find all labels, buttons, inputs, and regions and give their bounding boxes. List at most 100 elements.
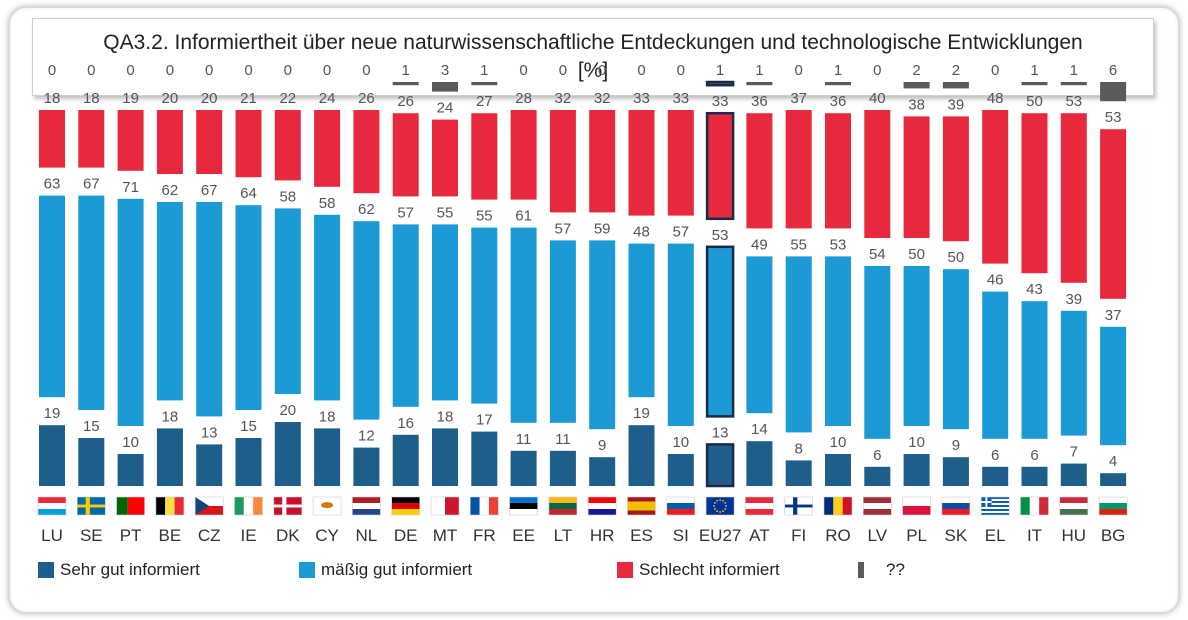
value-label-se-maessig-gut: 67 (83, 176, 100, 193)
bar-sk-sehr-gut (942, 457, 969, 486)
bar-it-maessig-gut (1021, 301, 1048, 439)
value-label-cy-maessig-gut: 58 (319, 195, 336, 212)
bar-mt-sehr-gut (432, 428, 458, 486)
value-label-at-schlecht: 36 (751, 93, 768, 110)
bar-fr-maessig-gut (471, 227, 498, 404)
category-label-it: IT (1027, 526, 1042, 545)
bar-sk-schlecht (942, 116, 969, 242)
flag-hr-icon (587, 496, 617, 516)
value-label-de-schlecht: 26 (397, 93, 414, 110)
bar-pt-schlecht (117, 110, 144, 171)
category-label-fr: FR (473, 526, 496, 545)
legend-label-sehr-gut: Sehr gut informiert (60, 560, 200, 579)
legend-label-maessig-gut: mäßig gut informiert (321, 560, 473, 579)
bar-el-schlecht (982, 110, 1009, 264)
bar-at-sehr-gut (746, 441, 773, 486)
bar-fi-schlecht (785, 110, 812, 229)
value-label-pl-unknown: 2 (912, 62, 920, 79)
category-label-dk: DK (276, 526, 300, 545)
value-label-se-schlecht: 18 (83, 90, 100, 107)
value-label-bg-sehr-gut: 4 (1109, 453, 1117, 470)
value-label-ie-sehr-gut: 15 (240, 418, 257, 435)
value-label-it-maessig-gut: 43 (1026, 281, 1043, 298)
flag-lt-icon (548, 496, 578, 516)
value-label-el-schlecht: 48 (987, 90, 1004, 107)
flag-dk-icon (273, 496, 303, 516)
flag-sk-icon (941, 496, 971, 516)
bar-hu-sehr-gut (1060, 463, 1087, 486)
value-label-ee-unknown: 0 (519, 62, 527, 79)
bar-hu-maessig-gut (1060, 310, 1087, 436)
bar-ee-schlecht (510, 110, 537, 200)
category-label-mt: MT (433, 526, 458, 545)
bar-lu-maessig-gut (39, 195, 65, 398)
category-label-pt: PT (120, 526, 142, 545)
bar-cy-maessig-gut (314, 214, 341, 401)
chart-title-line1: QA3.2. Informiertheit über neue naturwis… (103, 31, 1083, 54)
bar-es-maessig-gut (628, 243, 655, 398)
value-label-ee-schlecht: 28 (515, 90, 532, 107)
value-label-nl-maessig-gut: 62 (358, 201, 375, 218)
value-label-ee-sehr-gut: 11 (516, 431, 532, 448)
value-label-de-unknown: 1 (402, 62, 410, 79)
legend-swatch-sehr-gut (38, 562, 54, 578)
value-label-lu-sehr-gut: 19 (44, 405, 61, 422)
value-label-hu-unknown: 1 (1070, 62, 1078, 79)
value-label-nl-sehr-gut: 12 (358, 428, 375, 445)
flag-nl-icon (352, 496, 381, 516)
value-label-se-sehr-gut: 15 (83, 418, 100, 435)
value-label-bg-maessig-gut: 37 (1105, 307, 1122, 324)
value-label-dk-maessig-gut: 58 (279, 188, 296, 205)
bar-se-schlecht (78, 110, 105, 168)
legend-label-unknown: ?? (886, 560, 905, 579)
value-label-eu27-schlecht: 33 (712, 93, 729, 110)
bar-se-maessig-gut (78, 195, 105, 410)
value-label-pt-sehr-gut: 10 (122, 434, 139, 451)
flag-cy-icon (312, 496, 342, 516)
flag-ie-icon (234, 496, 263, 516)
bar-dk-sehr-gut (274, 422, 301, 486)
value-label-hr-unknown: 0 (598, 62, 606, 79)
bar-de-unknown (392, 82, 419, 86)
flag-lu-icon (37, 496, 67, 516)
bar-eu27-unknown (705, 80, 735, 87)
value-label-el-maessig-gut: 46 (987, 272, 1004, 289)
bar-fr-schlecht (471, 113, 498, 200)
bar-dk-schlecht (274, 110, 301, 181)
value-label-mt-unknown: 3 (441, 62, 449, 79)
value-label-pl-sehr-gut: 10 (908, 434, 925, 451)
value-label-at-unknown: 1 (755, 62, 763, 79)
category-label-de: DE (394, 526, 418, 545)
bar-cz-sehr-gut (196, 444, 223, 486)
bar-cz-maessig-gut (196, 202, 223, 417)
value-label-be-maessig-gut: 62 (162, 182, 179, 199)
bar-at-schlecht (746, 113, 773, 229)
flag-lv-icon (862, 496, 892, 516)
flag-se-icon (77, 496, 106, 516)
value-label-dk-sehr-gut: 20 (279, 402, 296, 419)
category-label-be: BE (159, 526, 182, 545)
flag-bg-icon (1098, 496, 1128, 516)
bar-it-sehr-gut (1021, 466, 1048, 486)
value-label-si-schlecht: 33 (672, 90, 689, 107)
value-label-es-unknown: 0 (637, 62, 645, 79)
value-label-cz-maessig-gut: 67 (201, 182, 218, 199)
value-label-es-maessig-gut: 48 (633, 224, 650, 241)
bar-si-maessig-gut (667, 243, 694, 426)
value-label-nl-unknown: 0 (362, 62, 370, 79)
value-label-bg-schlecht: 53 (1105, 109, 1122, 126)
value-label-lt-maessig-gut: 57 (555, 220, 572, 237)
bar-hr-maessig-gut (589, 240, 616, 430)
bar-at-unknown (746, 82, 773, 86)
value-label-sk-maessig-gut: 50 (948, 249, 965, 266)
value-label-el-sehr-gut: 6 (991, 447, 999, 464)
category-label-se: SE (80, 526, 103, 545)
value-label-mt-maessig-gut: 55 (437, 204, 454, 221)
value-label-cz-sehr-gut: 13 (201, 424, 218, 441)
value-label-ie-unknown: 0 (244, 62, 252, 79)
bar-pt-sehr-gut (117, 454, 144, 486)
category-label-pl: PL (906, 526, 927, 545)
category-label-ro: RO (825, 526, 851, 545)
bar-pl-schlecht (903, 116, 930, 238)
